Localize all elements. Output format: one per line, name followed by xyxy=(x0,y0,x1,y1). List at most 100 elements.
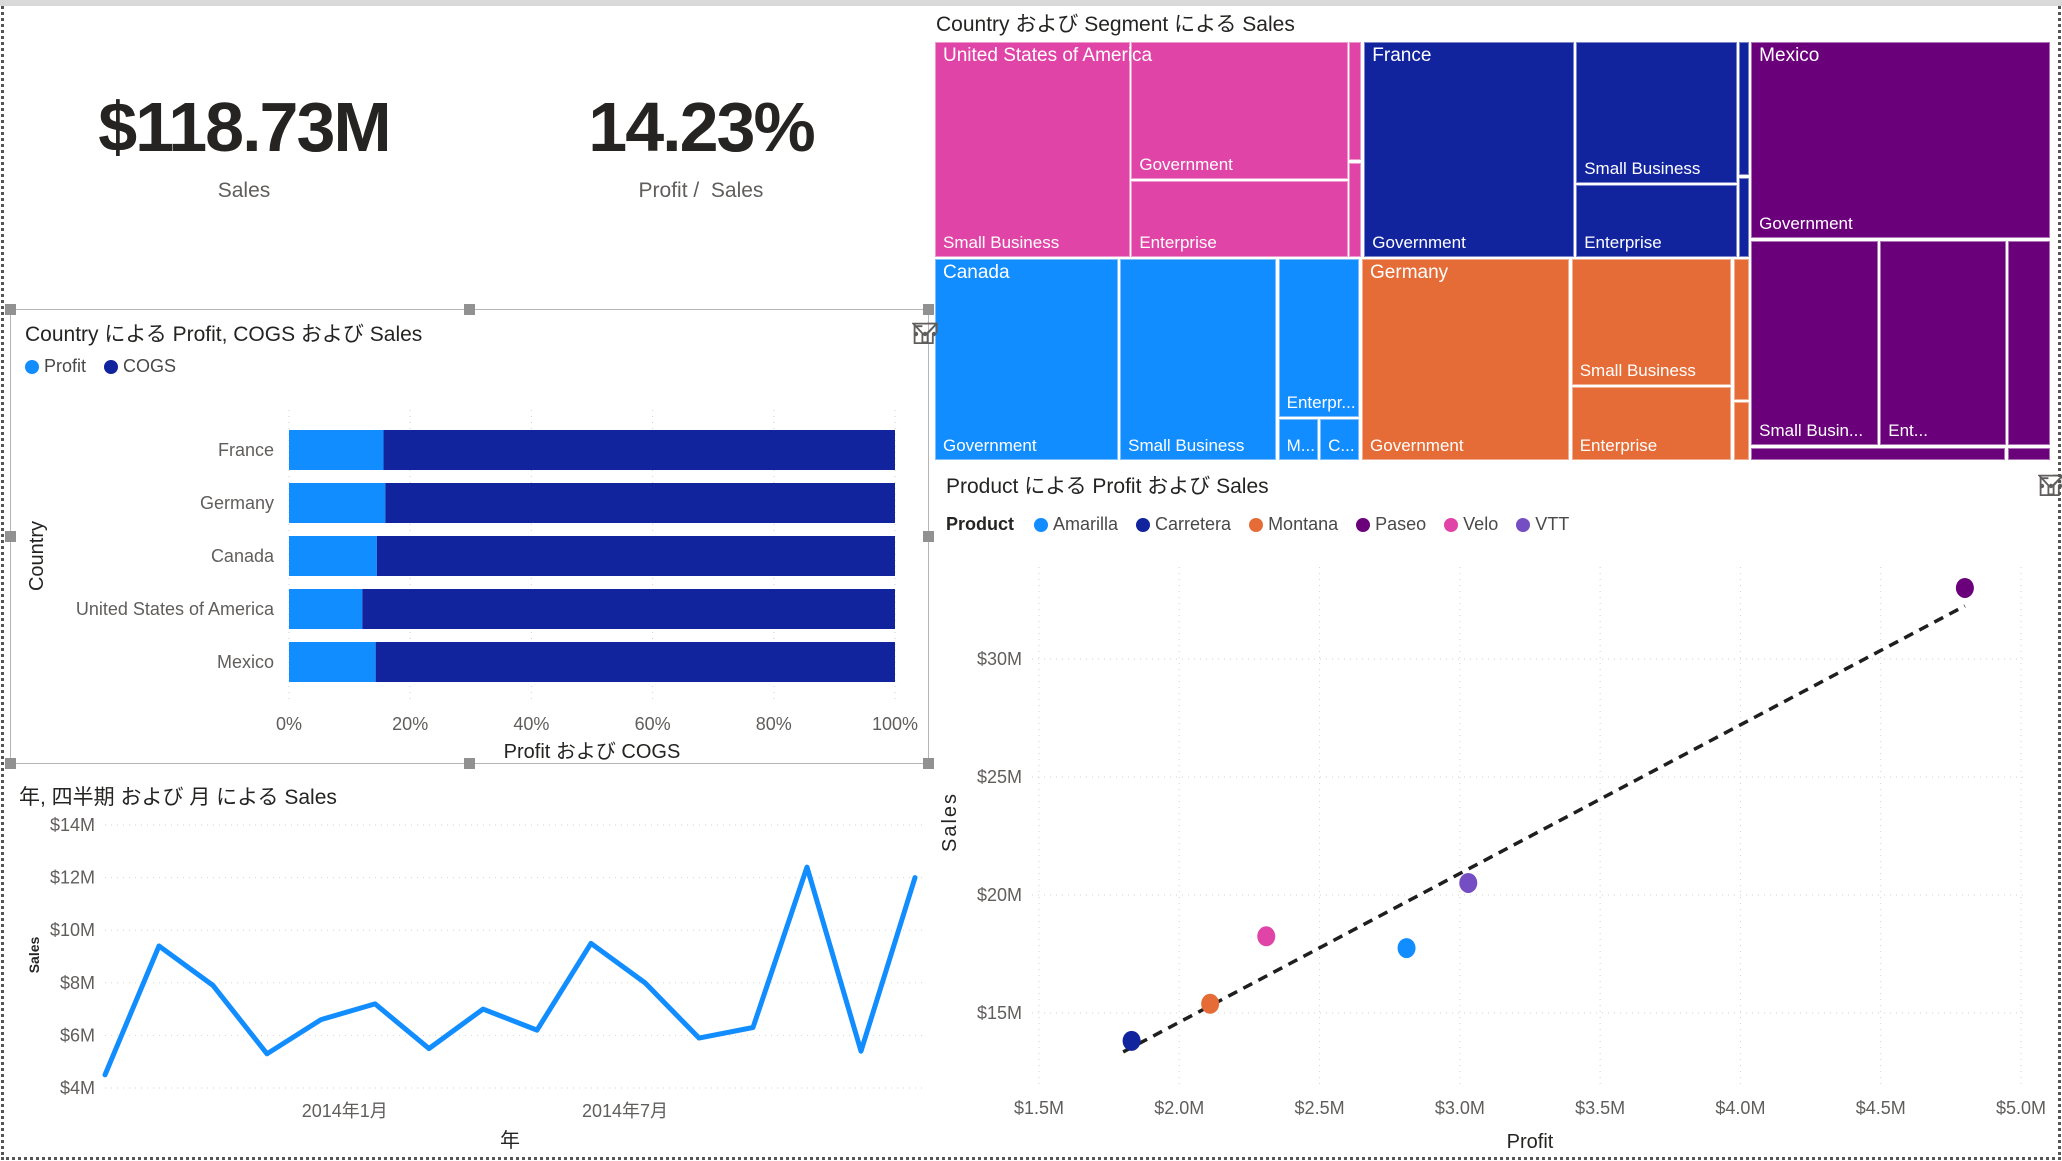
treemap-cell[interactable]: Government xyxy=(1131,42,1348,179)
treemap-cell[interactable] xyxy=(1738,42,1749,176)
legend-dot xyxy=(1356,517,1371,532)
treemap-cell[interactable] xyxy=(1349,42,1361,161)
scatter-point-amarilla[interactable] xyxy=(1397,938,1416,959)
legend-item-amarilla[interactable]: Amarilla xyxy=(1034,514,1118,535)
scatter-point-paseo[interactable] xyxy=(1955,577,1974,598)
y-tick-label: $8M xyxy=(60,973,95,993)
treemap-cell[interactable] xyxy=(1734,258,1749,400)
bar-segment-cogs[interactable] xyxy=(362,589,895,629)
treemap-cell[interactable]: Ent... xyxy=(1880,240,2006,446)
treemap-segment-label: Small Busin... xyxy=(1759,421,1864,441)
treemap-cell[interactable]: Small Business xyxy=(1571,258,1732,385)
y-tick-label: $4M xyxy=(60,1078,95,1098)
treemap-cell[interactable]: Enterprise xyxy=(1576,185,1737,257)
legend-item-paseo[interactable]: Paseo xyxy=(1356,514,1426,535)
treemap-segment-label: Government xyxy=(1139,154,1233,174)
treemap-cell[interactable]: Government xyxy=(1364,42,1574,257)
legend-dot xyxy=(1136,517,1151,532)
legend-item-velo[interactable]: Velo xyxy=(1444,514,1498,535)
bar-segment-profit[interactable] xyxy=(289,536,377,576)
x-tick-label: $5.0M xyxy=(1996,1098,2046,1118)
legend-item-carretera[interactable]: Carretera xyxy=(1136,514,1231,535)
more-options-icon[interactable] xyxy=(2038,474,2062,498)
category-label: United States of America xyxy=(76,599,275,619)
treemap-group[interactable]: Government Small Business Enterprise France xyxy=(1364,42,1749,257)
resize-handle[interactable] xyxy=(5,758,16,769)
treemap-visual[interactable]: Country および Segment による Sales Small Busi… xyxy=(932,6,2056,462)
legend-item-cogs[interactable]: COGS xyxy=(104,356,176,377)
x-tick-label: $2.0M xyxy=(1154,1098,1204,1118)
scatter-chart-visual[interactable]: Product による Profit および Sales Product Ama… xyxy=(932,462,2062,1161)
scatter-point-velo[interactable] xyxy=(1257,926,1276,947)
treemap-cell[interactable]: Enterprise xyxy=(1571,386,1732,460)
bar-chart-visual[interactable]: Country による Profit, COGS および Sales Profi… xyxy=(5,304,938,769)
treemap-segment-label: Government xyxy=(1372,232,1466,252)
x-tick-label: $3.5M xyxy=(1575,1098,1625,1118)
treemap-cell[interactable]: Small Business xyxy=(1120,258,1277,460)
treemap-group[interactable]: Government Small Busin... Ent... Mexico xyxy=(1751,42,2050,460)
treemap-group[interactable]: Small Business Government Enterprise United… xyxy=(935,42,1361,257)
bar-segment-cogs[interactable] xyxy=(385,483,895,523)
resize-handle[interactable] xyxy=(5,304,16,315)
bar-segment-profit[interactable] xyxy=(289,589,363,629)
treemap-segment-label: C... xyxy=(1328,435,1355,455)
kpi-card-profit-ratio[interactable]: 14.23% Profit / Sales xyxy=(486,30,916,260)
more-options-icon[interactable] xyxy=(912,322,938,346)
scatter-legend: Product Amarilla Carretera Montana Paseo Vel… xyxy=(946,514,1569,535)
treemap-cell[interactable] xyxy=(1751,448,2006,460)
treemap-cell[interactable]: Small Busin... xyxy=(1751,240,1879,446)
resize-handle[interactable] xyxy=(463,304,475,315)
y-tick-label: $10M xyxy=(50,920,95,940)
x-tick-label: 0% xyxy=(276,714,302,734)
x-axis-title: Profit xyxy=(1507,1131,1554,1153)
treemap-group[interactable]: Government Small Business Enterprise German… xyxy=(1362,258,1749,460)
bar-chart-plot: 0% 20% 40% 60% 80% 100% France Germany Canada Uni… xyxy=(26,410,918,763)
resize-handle[interactable] xyxy=(923,304,934,315)
treemap-segment-label: Small Business xyxy=(1584,158,1701,178)
bar-segment-profit[interactable] xyxy=(289,430,384,470)
treemap-cell[interactable] xyxy=(2007,240,2050,446)
line-chart-title: 年, 四半期 および 月 による Sales xyxy=(19,786,337,809)
sales-line[interactable] xyxy=(102,864,918,1078)
bar-segment-cogs[interactable] xyxy=(375,642,896,682)
treemap-cell[interactable] xyxy=(1734,401,1749,460)
category-label: France xyxy=(218,440,274,460)
bar-segment-profit[interactable] xyxy=(289,483,386,523)
treemap-cell[interactable]: Government xyxy=(935,258,1119,460)
treemap-cell[interactable]: Small Business xyxy=(935,42,1130,257)
treemap-cell[interactable] xyxy=(2007,448,2050,460)
resize-handle[interactable] xyxy=(463,758,475,769)
y-axis-title: Sales xyxy=(939,792,961,852)
treemap-cell[interactable]: Government xyxy=(1362,258,1570,460)
resize-handle[interactable] xyxy=(923,758,934,769)
treemap-cell[interactable]: C... xyxy=(1320,418,1359,460)
treemap-cell[interactable]: Enterpr... xyxy=(1278,258,1359,417)
scatter-point-vtt[interactable] xyxy=(1459,872,1478,893)
bar-segment-profit[interactable] xyxy=(289,642,376,682)
treemap-cell[interactable] xyxy=(1738,178,1749,257)
x-tick-label: 60% xyxy=(635,714,671,734)
kpi-sales-value: $118.73M xyxy=(98,88,391,166)
treemap-cell[interactable]: Government xyxy=(1751,42,2050,239)
treemap-title: Country および Segment による Sales xyxy=(936,13,1295,36)
legend-item-profit[interactable]: Profit xyxy=(25,356,86,377)
category-label: Canada xyxy=(211,546,275,566)
legend-item-montana[interactable]: Montana xyxy=(1249,514,1338,535)
line-chart-visual[interactable]: 年, 四半期 および 月 による Sales $14M $12M $10M $8M $6… xyxy=(11,765,928,1157)
resize-handle[interactable] xyxy=(5,530,16,542)
bar-segment-cogs[interactable] xyxy=(376,536,895,576)
bar-segment-cogs[interactable] xyxy=(383,430,895,470)
treemap-group[interactable]: Government Small Business Enterpr... M... C.… xyxy=(935,258,1359,460)
treemap-cell[interactable] xyxy=(1349,163,1361,257)
scatter-point-carretera[interactable] xyxy=(1122,1030,1141,1051)
treemap-cell[interactable]: Enterprise xyxy=(1131,181,1348,257)
category-label: Mexico xyxy=(217,652,274,672)
legend-item-vtt[interactable]: VTT xyxy=(1516,514,1569,535)
kpi-card-sales[interactable]: $118.73M Sales xyxy=(28,30,460,260)
scatter-point-montana[interactable] xyxy=(1201,993,1220,1014)
treemap-cell[interactable]: Small Business xyxy=(1576,42,1737,183)
focus-mode-icon[interactable] xyxy=(912,322,938,346)
treemap-cell[interactable]: M... xyxy=(1278,418,1318,460)
resize-handle[interactable] xyxy=(923,530,934,542)
